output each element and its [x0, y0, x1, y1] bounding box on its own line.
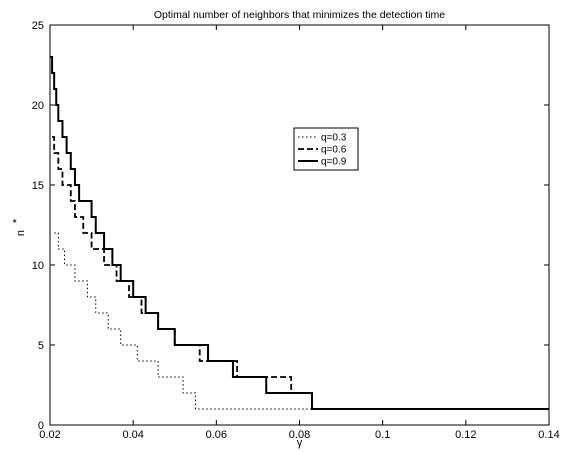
- x-tick-label: 0.1: [375, 429, 390, 441]
- y-axis-label: n: [15, 230, 27, 236]
- x-tick-label: 0.12: [455, 429, 476, 441]
- chart-title: Optimal number of neighbors that minimiz…: [154, 9, 445, 21]
- ticks-layer: 0.02 0.04 0.06 0.08 0.1 0.12 0.14 0 5 10 15 20 25: [32, 20, 560, 441]
- plot-area: [49, 24, 550, 426]
- legend-label: q=0.3: [321, 133, 347, 144]
- legend-box: [293, 127, 359, 171]
- y-axis-label-superscript: *: [11, 218, 23, 223]
- series-line-q-0-9: [50, 56, 549, 410]
- x-tick-label: 0.08: [289, 429, 310, 441]
- x-tick-label: 0.06: [206, 429, 227, 441]
- series-layer: [50, 56, 549, 410]
- legend-label: q=0.6: [321, 145, 347, 156]
- legend-label: q=0.9: [321, 157, 347, 168]
- axis-labels: γ n *: [11, 218, 303, 449]
- x-axis-label: γ: [297, 437, 303, 449]
- plot-frame: [49, 24, 550, 426]
- y-tick-label: 25: [32, 20, 44, 32]
- y-tick-label: 10: [32, 260, 44, 272]
- x-tick-label: 0.04: [122, 429, 143, 441]
- y-tick-label: 15: [32, 180, 44, 192]
- legend: q=0.3q=0.6q=0.9: [293, 127, 359, 171]
- series-line-q-0-6: [52, 136, 549, 410]
- y-tick-label: 5: [38, 340, 44, 352]
- y-tick-label: 20: [32, 100, 44, 112]
- y-tick-label: 0: [38, 420, 44, 432]
- x-tick-label: 0.14: [538, 429, 559, 441]
- x-tick-label: 0.02: [39, 429, 60, 441]
